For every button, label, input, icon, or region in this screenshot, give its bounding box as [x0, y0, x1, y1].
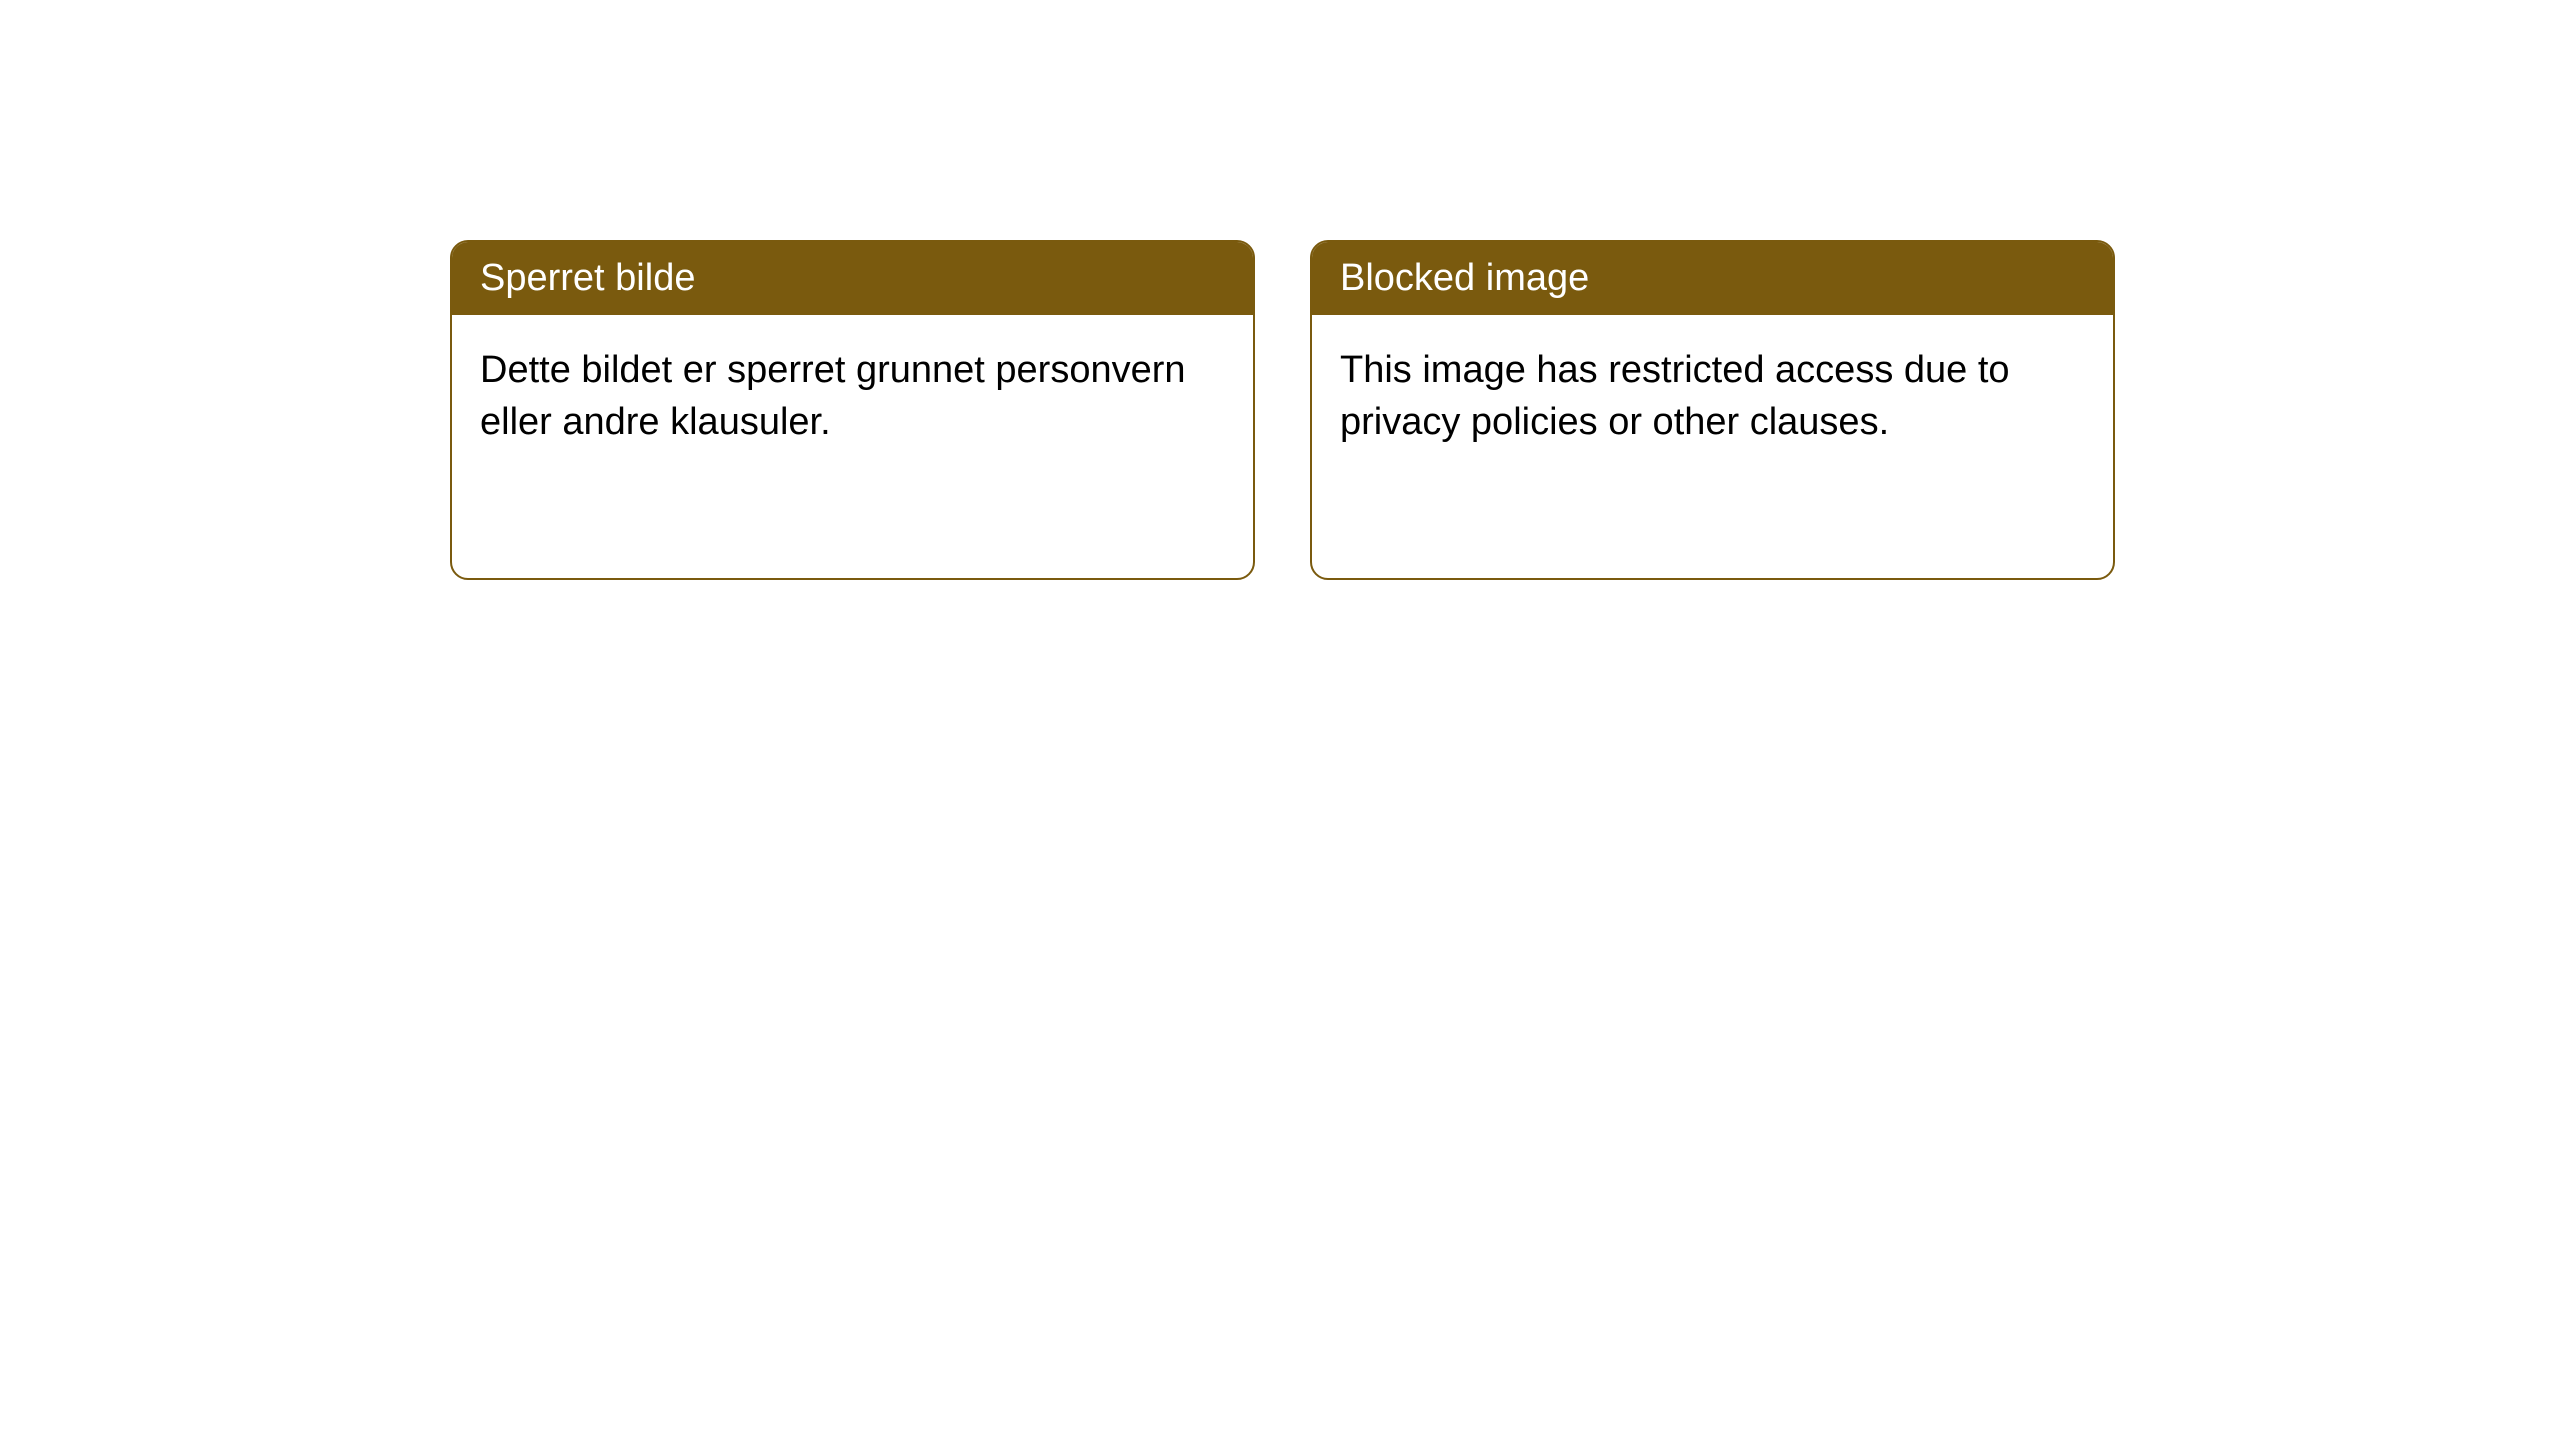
card-body: This image has restricted access due to …	[1312, 315, 2113, 478]
notice-card-english: Blocked image This image has restricted …	[1310, 240, 2115, 580]
card-header: Blocked image	[1312, 242, 2113, 315]
card-body: Dette bildet er sperret grunnet personve…	[452, 315, 1253, 478]
notice-cards-container: Sperret bilde Dette bildet er sperret gr…	[0, 0, 2560, 580]
card-header: Sperret bilde	[452, 242, 1253, 315]
notice-card-norwegian: Sperret bilde Dette bildet er sperret gr…	[450, 240, 1255, 580]
card-title: Sperret bilde	[480, 257, 695, 299]
card-title: Blocked image	[1340, 257, 1589, 299]
card-body-text: Dette bildet er sperret grunnet personve…	[480, 349, 1186, 442]
card-body-text: This image has restricted access due to …	[1340, 349, 2010, 442]
